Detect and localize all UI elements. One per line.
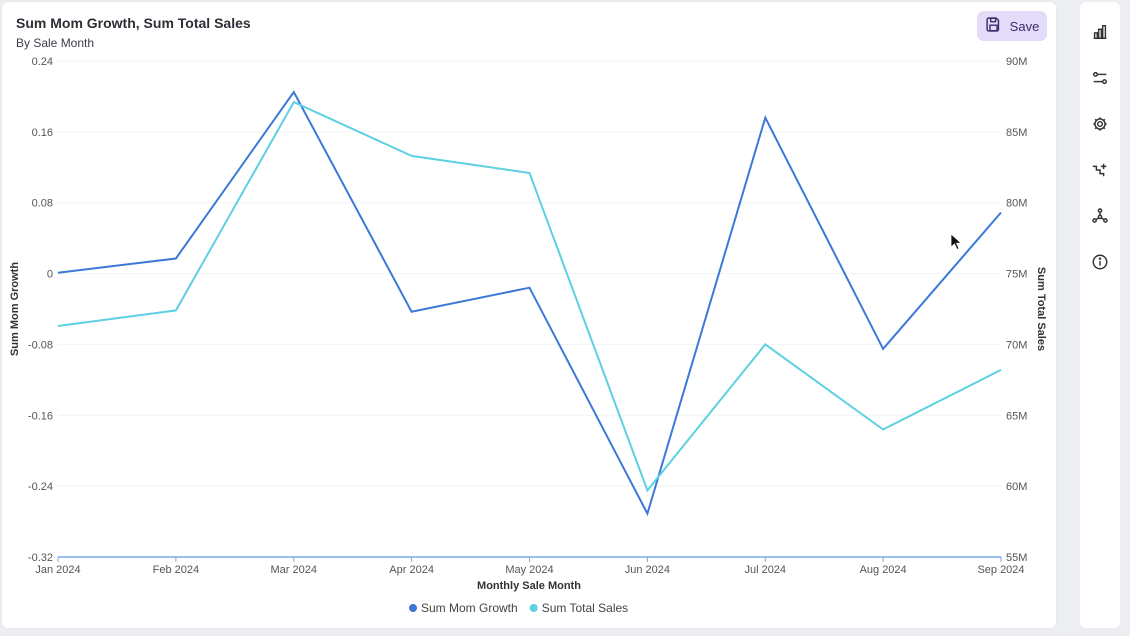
chart-card: Sum Mom Growth, Sum Total Sales By Sale …: [2, 2, 1056, 628]
legend-label: Sum Total Sales: [542, 601, 629, 615]
save-label: Save: [1009, 18, 1040, 34]
y-right-tick-label: 60M: [1006, 481, 1027, 493]
info-icon[interactable]: [1090, 252, 1110, 272]
y-left-tick-label: 0: [47, 269, 53, 281]
y-right-tick-label: 85M: [1006, 127, 1027, 139]
mouse-cursor-icon: [950, 233, 962, 251]
x-axis-title: Monthly Sale Month: [477, 580, 581, 592]
y-right-tick-label: 55M: [1006, 552, 1027, 564]
y-right-tick-label: 80M: [1006, 198, 1027, 210]
sliders-icon[interactable]: [1090, 68, 1110, 88]
y-left-tick-label: -0.24: [28, 481, 53, 493]
trend-icon[interactable]: [1090, 160, 1110, 180]
y-left-tick-label: 0.24: [32, 56, 53, 68]
y-left-tick-label: 0.16: [32, 127, 53, 139]
right-toolbar: [1080, 2, 1120, 628]
chart-title: Sum Mom Growth, Sum Total Sales: [16, 15, 251, 31]
legend-marker: [529, 604, 538, 612]
y-right-tick-label: 90M: [1006, 56, 1027, 68]
x-tick-label: Mar 2024: [271, 564, 317, 576]
x-tick-label: Jun 2024: [625, 564, 670, 576]
series-line: [57, 100, 1002, 493]
legend-label: Sum Mom Growth: [421, 601, 518, 615]
y-right-axis-title: Sum Total Sales: [1035, 267, 1047, 351]
x-tick-label: Apr 2024: [389, 564, 434, 576]
y-left-tick-label: -0.32: [28, 552, 53, 564]
gear-icon[interactable]: [1090, 114, 1110, 134]
x-tick-label: Feb 2024: [153, 564, 199, 576]
y-left-tick-label: 0.08: [32, 198, 53, 210]
x-tick-label: May 2024: [505, 564, 553, 576]
x-tick-label: Sep 2024: [977, 564, 1024, 576]
series-line: [57, 90, 1002, 517]
x-tick-label: Jul 2024: [744, 564, 786, 576]
y-right-tick-label: 75M: [1006, 269, 1027, 281]
y-left-tick-label: -0.16: [28, 410, 53, 422]
bar-chart-icon[interactable]: [1090, 22, 1110, 42]
chart-subtitle: By Sale Month: [16, 36, 95, 50]
x-tick-label: Aug 2024: [860, 564, 907, 576]
save-icon: [985, 16, 1002, 36]
legend-marker: [409, 604, 417, 612]
x-tick-label: Jan 2024: [35, 564, 80, 576]
y-left-tick-label: -0.08: [28, 339, 53, 351]
y-left-axis-title: Sum Mom Growth: [9, 262, 21, 356]
save-button[interactable]: Save: [977, 11, 1047, 41]
y-right-tick-label: 65M: [1006, 410, 1027, 422]
network-icon[interactable]: [1090, 206, 1110, 226]
y-right-tick-label: 70M: [1006, 339, 1027, 351]
